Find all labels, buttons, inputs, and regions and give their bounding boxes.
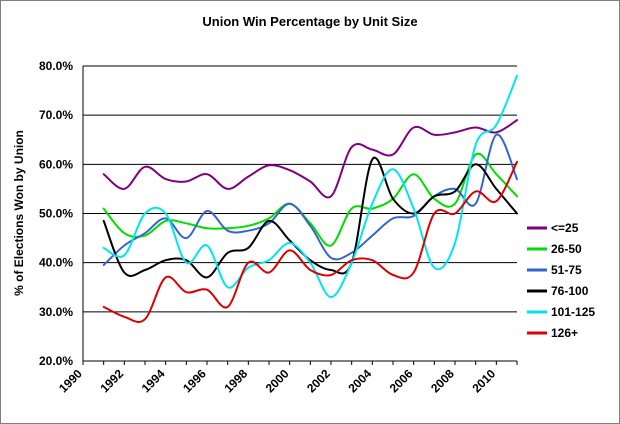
- series-line-26-50: [102, 152, 518, 247]
- series-line-76-100: [102, 156, 518, 279]
- x-tick-label: 2004: [345, 366, 374, 395]
- y-tick-label: 30.0%: [39, 305, 73, 319]
- axes: [82, 66, 518, 365]
- x-tick-label: 2010: [469, 366, 498, 395]
- series-line-51-75: [102, 133, 518, 267]
- x-tick-label: 2006: [387, 366, 416, 395]
- series-line-25: [102, 119, 518, 199]
- legend-entry: 51-75: [551, 263, 582, 277]
- y-axis-label: % of Elections Won by Union: [12, 130, 26, 296]
- y-tick-label: 70.0%: [39, 108, 73, 122]
- legend-entry: <=25: [551, 221, 579, 235]
- legend-entry: 26-50: [551, 242, 582, 256]
- y-tick-label: 20.0%: [39, 354, 73, 368]
- x-tick-label: 1990: [56, 366, 85, 395]
- x-tick-label: 1998: [221, 366, 250, 395]
- x-tick-label: 1994: [139, 366, 168, 395]
- x-tick-label: 1992: [97, 366, 126, 395]
- series-lines: [102, 74, 518, 323]
- series-line-101-125: [102, 74, 518, 299]
- x-tick-labels: 1990 1992 1994 1996 1998 2000 2002 2004 2006 2008…: [56, 366, 498, 395]
- chart-title: Union Win Percentage by Unit Size: [202, 14, 417, 29]
- x-tick-label: 2008: [428, 366, 457, 395]
- gridlines: [83, 65, 517, 313]
- y-tick-label: 80.0%: [39, 59, 73, 73]
- y-tick-labels: 20.0% 30.0% 40.0% 50.0% 60.0% 70.0% 80.0%: [39, 59, 73, 368]
- legend-entry: 126+: [551, 326, 578, 340]
- legend-entry: 76-100: [551, 284, 589, 298]
- y-tick-label: 40.0%: [39, 256, 73, 270]
- series-line-126: [102, 160, 518, 323]
- x-tick-label: 1996: [180, 366, 209, 395]
- legend-entry: 101-125: [551, 305, 595, 319]
- legend: <=25 26-50 51-75 76-100 101-125 126+: [527, 221, 595, 340]
- y-tick-label: 50.0%: [39, 207, 73, 221]
- x-tick-label: 2000: [263, 366, 292, 395]
- y-tick-label: 60.0%: [39, 157, 73, 171]
- x-tick-label: 2002: [304, 366, 333, 395]
